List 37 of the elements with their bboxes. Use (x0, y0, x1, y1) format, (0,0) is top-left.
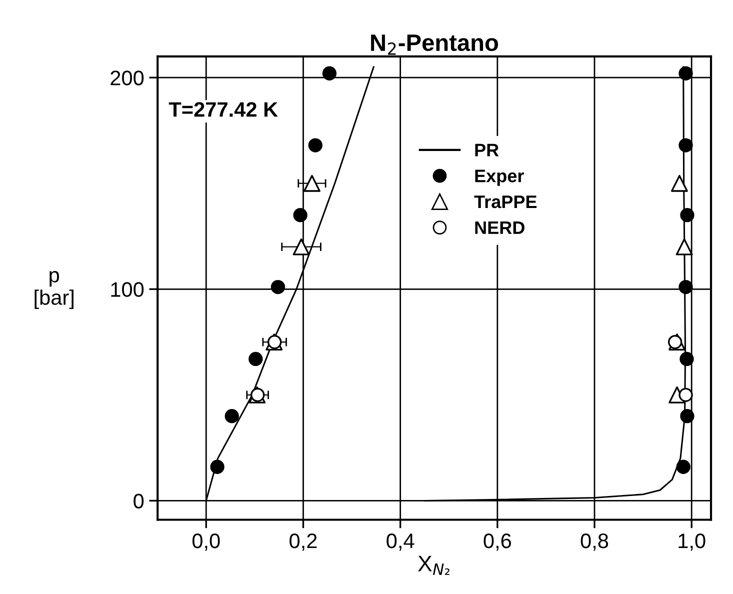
x-tick-label: 1,0 (678, 533, 706, 551)
point (680, 208, 694, 222)
legend-label: NERD (475, 221, 524, 234)
point (292, 238, 310, 256)
y-tick-label: 0 (134, 494, 144, 508)
annotation: T=277.42 K (168, 102, 278, 117)
x-tick-label: 0,6 (484, 533, 511, 551)
point (670, 174, 688, 192)
legend-label: Exper (475, 170, 524, 186)
x-tick-label: 0,2 (290, 533, 317, 551)
point (322, 66, 337, 80)
point (248, 352, 263, 366)
point (668, 334, 682, 350)
point (303, 174, 320, 192)
x-axis-title: X$_{N₂}$ (418, 556, 450, 575)
point (680, 352, 694, 366)
x-tick-label: 0,8 (580, 533, 608, 551)
point (678, 66, 693, 80)
y-axis-title: p [bar] (34, 271, 74, 310)
point (676, 460, 690, 474)
point (210, 460, 224, 474)
chart-title: N$_{2}$-Pentano (371, 34, 498, 55)
point (270, 280, 286, 294)
point (676, 238, 693, 256)
point (293, 208, 308, 222)
x-tick-label: 0,0 (192, 533, 220, 551)
legend-label: TraPPE (474, 196, 537, 208)
y-tick-label: 100 (111, 282, 144, 297)
y-tick-label: 200 (110, 70, 144, 86)
point (678, 388, 693, 402)
point (680, 409, 694, 424)
point (678, 138, 693, 152)
point (308, 138, 322, 152)
point (224, 409, 239, 424)
x-tick-label: 0,4 (386, 533, 414, 551)
point (678, 280, 693, 294)
legend-label: PR (475, 144, 499, 156)
